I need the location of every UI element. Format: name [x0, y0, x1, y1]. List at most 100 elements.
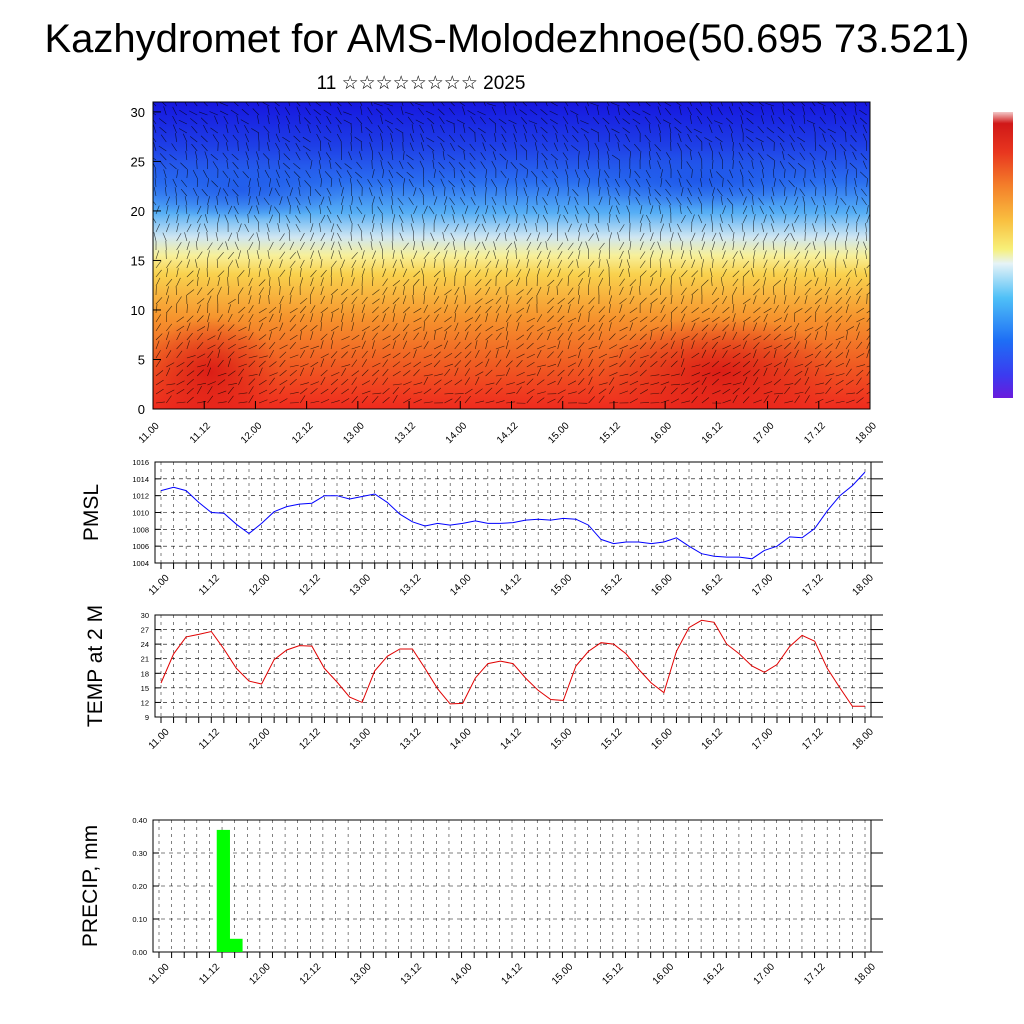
wind-barb — [722, 345, 731, 350]
y-axis-title: PMSL — [80, 484, 103, 541]
wind-barb — [789, 134, 795, 143]
wind-barb — [197, 364, 206, 368]
wind-barb — [763, 259, 768, 269]
wind-barb — [784, 241, 787, 251]
wind-barb — [413, 349, 417, 359]
wind-barb — [722, 331, 727, 341]
wind-barb — [320, 269, 327, 278]
wind-barb — [642, 110, 651, 116]
x-tick-label: 15.00 — [549, 726, 575, 752]
wind-barb — [845, 379, 854, 386]
wind-barb — [681, 387, 689, 395]
wind-barb — [679, 205, 682, 215]
wind-barb — [829, 107, 837, 116]
wind-barb — [248, 205, 253, 215]
x-tick-label: 14.00 — [448, 726, 474, 752]
wind-barb — [526, 378, 534, 386]
wind-barb — [635, 179, 641, 188]
precip-bar — [229, 938, 243, 952]
wind-barb — [320, 399, 330, 404]
wind-barb — [866, 317, 870, 323]
wind-barb — [459, 197, 466, 206]
wind-barb — [804, 340, 808, 350]
wind-barb — [674, 126, 682, 134]
wind-barb — [475, 305, 482, 314]
wind-barb — [275, 169, 280, 179]
wind-barb — [794, 214, 800, 224]
wind-barb — [564, 232, 569, 242]
wind-barb — [279, 295, 284, 305]
wind-barb — [763, 333, 771, 341]
wind-barb — [646, 214, 651, 224]
wind-barb — [562, 116, 569, 125]
wind-barb — [541, 152, 548, 161]
wind-barb — [279, 322, 284, 332]
wind-barb — [526, 389, 535, 395]
wind-barb — [753, 369, 760, 377]
wind-barb — [747, 102, 754, 107]
wind-barb — [288, 102, 291, 107]
wind-barb — [310, 388, 318, 395]
wind-barb — [812, 223, 816, 233]
wind-barb — [701, 397, 710, 404]
wind-barb — [267, 250, 270, 260]
x-tick-label: 16.12 — [701, 961, 727, 987]
wind-barb — [495, 387, 503, 395]
wind-barb — [413, 187, 417, 197]
wind-barb — [487, 103, 496, 107]
wind-barb — [494, 124, 497, 134]
wind-barb — [392, 371, 401, 377]
wind-barb — [711, 360, 720, 368]
wind-barb — [192, 187, 198, 197]
wind-barb — [337, 241, 342, 251]
wind-barb — [542, 214, 548, 224]
wind-barb — [727, 179, 734, 188]
wind-barb — [773, 367, 779, 377]
wind-barb — [732, 151, 734, 161]
wind-barb — [350, 124, 352, 134]
wind-barb — [284, 107, 291, 116]
wind-barb — [475, 242, 481, 251]
wind-barb — [650, 232, 654, 242]
wind-barb — [856, 364, 866, 368]
wind-barb — [267, 106, 270, 116]
wind-barb — [382, 324, 389, 332]
wind-barb — [824, 214, 826, 224]
wind-barb — [443, 258, 445, 269]
y-tick-label: 18 — [141, 669, 149, 678]
wind-barb — [196, 214, 202, 224]
wind-barb — [790, 115, 795, 125]
wind-barb — [640, 382, 649, 386]
wind-barb — [812, 241, 816, 251]
wind-barb — [711, 241, 716, 251]
wind-barb — [557, 251, 563, 260]
wind-barb — [163, 106, 167, 116]
wind-barb — [700, 169, 703, 179]
wind-barb — [341, 322, 343, 332]
wind-barb — [423, 295, 425, 305]
wind-barb — [189, 136, 198, 143]
wind-barb — [267, 115, 270, 125]
wind-barb — [557, 389, 566, 395]
wind-barb — [701, 386, 707, 395]
wind-barb — [310, 277, 314, 287]
wind-barb — [670, 332, 676, 341]
wind-barb — [238, 326, 247, 332]
wind-barb — [784, 196, 788, 206]
wind-barb — [594, 142, 600, 152]
wind-barb — [196, 251, 203, 260]
wind-barb — [245, 151, 249, 161]
wind-barb — [197, 326, 206, 332]
wind-barb — [505, 340, 509, 350]
wind-barb — [289, 334, 298, 341]
wind-barb — [513, 133, 517, 143]
wind-barb — [392, 313, 396, 323]
wind-barb — [815, 325, 823, 332]
wind-barb — [258, 259, 262, 269]
wind-barb — [326, 187, 332, 197]
wind-barb — [186, 241, 190, 251]
wind-barb — [330, 223, 335, 233]
wind-barb — [423, 251, 430, 260]
wind-barb — [678, 133, 682, 143]
wind-barb — [854, 268, 857, 278]
